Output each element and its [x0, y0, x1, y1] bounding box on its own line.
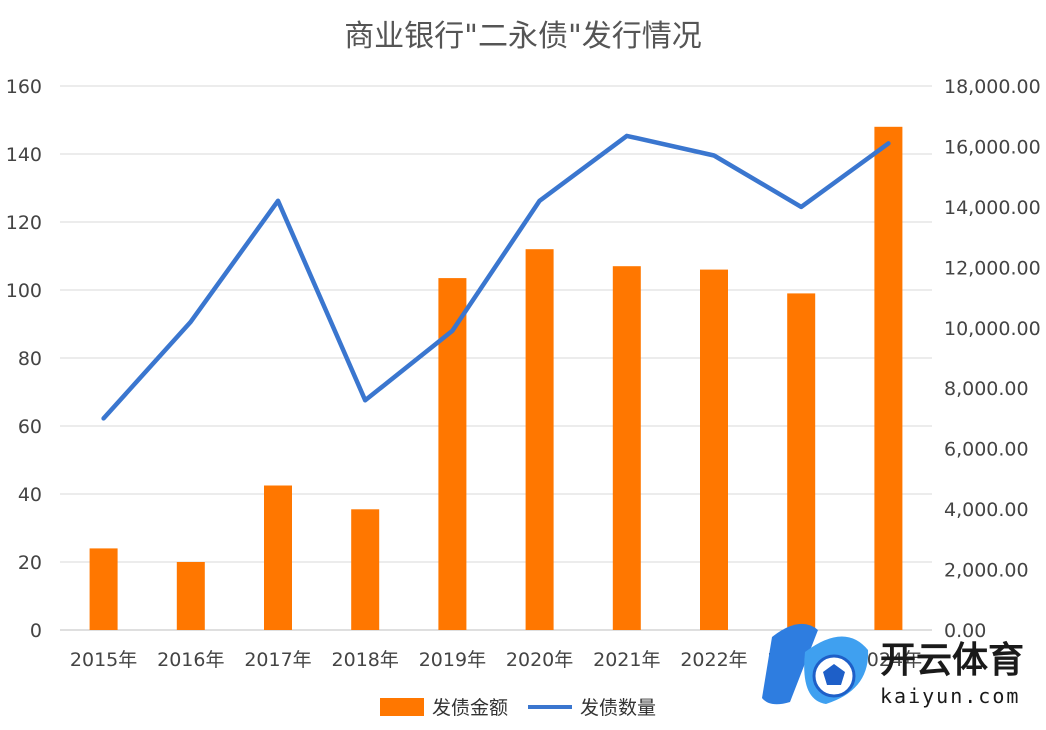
left-tick-label: 0	[30, 620, 42, 642]
kaiyun-watermark: 开云体育 kaiyun.com	[762, 623, 1024, 708]
gridlines	[60, 85, 932, 631]
bar-2016年	[176, 562, 205, 630]
right-tick-label: 14,000.00	[944, 197, 1041, 219]
bar-2015年	[89, 548, 118, 630]
amount-bars	[89, 126, 903, 631]
x-tick-label: 2015年	[70, 649, 137, 671]
right-tick-label: 10,000.00	[944, 318, 1041, 340]
bar-2024年	[874, 126, 903, 631]
legend-label-amount: 发债金额	[432, 697, 508, 719]
right-tick-label: 12,000.00	[944, 257, 1041, 279]
left-tick-label: 60	[18, 416, 42, 438]
left-tick-label: 120	[6, 212, 42, 234]
watermark-title: 开云体育	[880, 640, 1024, 681]
right-tick-label: 18,000.00	[944, 76, 1041, 98]
left-tick-label: 160	[6, 76, 42, 98]
x-tick-label: 2018年	[332, 649, 399, 671]
left-tick-label: 140	[6, 144, 42, 166]
left-tick-label: 100	[6, 280, 42, 302]
bar-2021年	[612, 266, 641, 630]
x-tick-label: 2020年	[506, 649, 573, 671]
bar-2022年	[700, 269, 728, 630]
right-tick-label: 4,000.00	[944, 499, 1029, 521]
watermark-subtitle: kaiyun.com	[880, 684, 1020, 708]
right-tick-label: 6,000.00	[944, 439, 1029, 461]
bar-2023年	[787, 293, 816, 630]
x-tick-label: 2022年	[680, 649, 747, 671]
left-tick-label: 20	[18, 552, 42, 574]
right-tick-label: 16,000.00	[944, 136, 1041, 158]
left-tick-label: 40	[18, 484, 42, 506]
x-tick-label: 2017年	[244, 649, 311, 671]
x-tick-label: 2016年	[157, 649, 224, 671]
chart-title: 商业银行"二永债"发行情况	[344, 19, 702, 54]
count-series-line	[101, 133, 891, 421]
bar-2020年	[525, 249, 554, 630]
x-tick-label: 2019年	[419, 649, 486, 671]
kaiyun-logo-icon	[762, 623, 869, 705]
right-tick-label: 8,000.00	[944, 378, 1029, 400]
right-axis-ticks: 0.00 2,000.00 4,000.00 6,000.00 8,000.00 10,0…	[944, 76, 1041, 642]
right-tick-label: 2,000.00	[944, 560, 1029, 582]
bar-2018年	[351, 509, 380, 630]
left-axis-ticks: 0 20 40 60 80 100 120 140 160	[6, 76, 42, 642]
x-tick-label: 2024年	[855, 649, 922, 671]
left-tick-label: 80	[18, 348, 42, 370]
bar-2017年	[264, 485, 292, 630]
legend: 发债金额 发债数量	[380, 697, 656, 719]
x-tick-label: 2021年	[593, 649, 660, 671]
legend-swatch-amount	[380, 698, 424, 716]
count-line	[101, 133, 891, 421]
legend-label-count: 发债数量	[580, 697, 656, 719]
right-tick-label: 0.00	[944, 620, 986, 642]
